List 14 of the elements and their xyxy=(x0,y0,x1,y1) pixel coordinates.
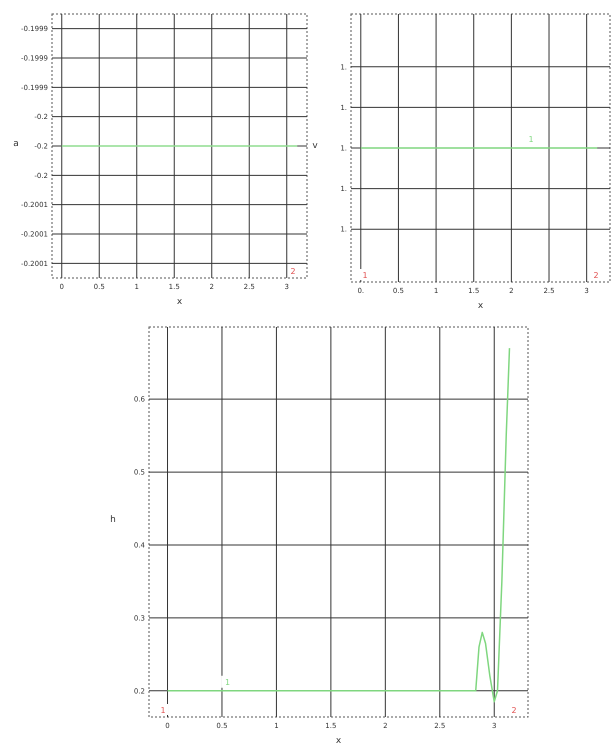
annotation: 2 xyxy=(290,267,296,276)
y-axis-title: a xyxy=(13,139,19,149)
annotation: 1 xyxy=(362,271,368,280)
line-series xyxy=(166,347,510,702)
y-axis-title: v xyxy=(312,141,318,151)
annotation: 2 xyxy=(511,706,517,715)
x-axis-title: x xyxy=(478,301,484,311)
annotation: 1 xyxy=(160,706,166,715)
x-axis-title: x xyxy=(336,736,342,746)
series-label: 1 xyxy=(528,135,534,144)
series-label: 1 xyxy=(224,678,230,687)
y-axis-title: h xyxy=(110,515,116,525)
annotation: 2 xyxy=(593,271,599,280)
x-axis-title: x xyxy=(176,297,183,307)
